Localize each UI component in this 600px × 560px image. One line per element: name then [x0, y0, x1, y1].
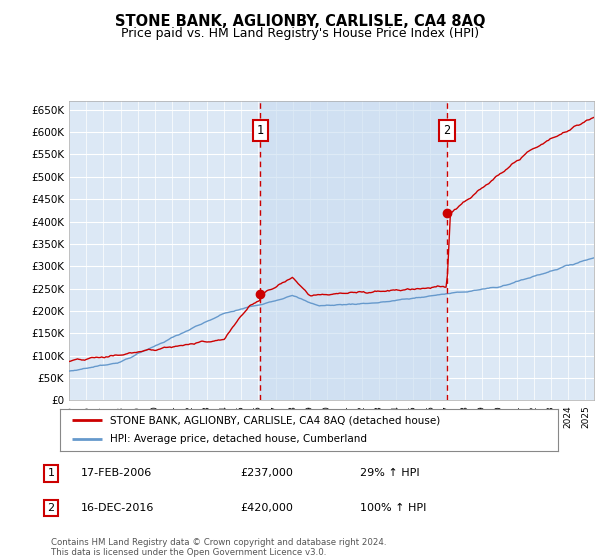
Text: Contains HM Land Registry data © Crown copyright and database right 2024.
This d: Contains HM Land Registry data © Crown c… [51, 538, 386, 557]
Text: 2: 2 [47, 503, 55, 513]
Text: 17-FEB-2006: 17-FEB-2006 [81, 468, 152, 478]
Text: 16-DEC-2016: 16-DEC-2016 [81, 503, 154, 513]
Text: 2: 2 [443, 124, 451, 137]
Text: STONE BANK, AGLIONBY, CARLISLE, CA4 8AQ: STONE BANK, AGLIONBY, CARLISLE, CA4 8AQ [115, 14, 485, 29]
Text: 100% ↑ HPI: 100% ↑ HPI [360, 503, 427, 513]
Text: £237,000: £237,000 [240, 468, 293, 478]
Text: HPI: Average price, detached house, Cumberland: HPI: Average price, detached house, Cumb… [110, 435, 367, 445]
Text: £420,000: £420,000 [240, 503, 293, 513]
Text: 1: 1 [257, 124, 264, 137]
Text: Price paid vs. HM Land Registry's House Price Index (HPI): Price paid vs. HM Land Registry's House … [121, 27, 479, 40]
Bar [260, 101, 447, 400]
Text: STONE BANK, AGLIONBY, CARLISLE, CA4 8AQ (detached house): STONE BANK, AGLIONBY, CARLISLE, CA4 8AQ … [110, 415, 440, 425]
Text: 29% ↑ HPI: 29% ↑ HPI [360, 468, 419, 478]
Text: 1: 1 [47, 468, 55, 478]
